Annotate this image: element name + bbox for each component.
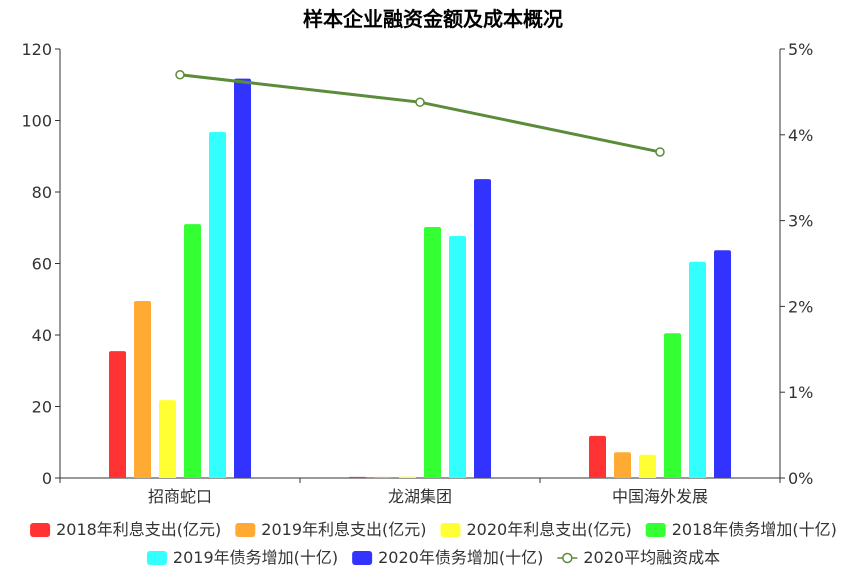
bar [349, 476, 366, 478]
legend-item: 2020平均融资成本 [557, 548, 720, 567]
chart-title: 样本企业融资金额及成本概况 [303, 7, 563, 31]
x-tick-label: 中国海外发展 [612, 487, 708, 506]
bar [664, 333, 681, 478]
legend-item: 2018年债务增加(十亿) [645, 520, 837, 539]
y-tick-label: 40 [32, 326, 52, 345]
bar [424, 227, 441, 478]
legend-swatch [645, 523, 666, 537]
legend-swatch [440, 523, 461, 537]
legend-item: 2018年利息支出(亿元) [30, 520, 221, 539]
bar [714, 250, 731, 478]
y-tick-label: 120 [21, 40, 52, 59]
y2-tick-label: 2% [788, 297, 813, 316]
y2-tick-label: 1% [788, 383, 813, 402]
y-tick-label: 0 [42, 469, 52, 488]
x-tick-label: 龙湖集团 [388, 487, 452, 506]
legend-item: 2019年利息支出(亿元) [235, 520, 427, 539]
y-tick-label: 100 [21, 112, 52, 131]
bar [374, 476, 391, 478]
bar [689, 261, 706, 478]
legend-label: 2018年利息支出(亿元) [56, 520, 221, 539]
y2-tick-label: 3% [788, 212, 813, 231]
bar [399, 476, 416, 478]
bar [184, 224, 201, 478]
y2-tick-label: 0% [788, 469, 813, 488]
y2-tick-label: 4% [788, 126, 813, 145]
y-tick-label: 80 [32, 183, 52, 202]
legend-swatch [30, 523, 51, 537]
bars [109, 78, 731, 479]
bar [474, 179, 491, 478]
bar [614, 452, 631, 478]
cost-line [175, 69, 665, 157]
y2-tick-label: 5% [788, 40, 813, 59]
legend-item: 2020年利息支出(亿元) [440, 520, 632, 539]
bar [449, 235, 466, 478]
bar [639, 454, 656, 478]
legend-label: 2020平均融资成本 [583, 548, 720, 567]
cost-line-point [655, 147, 665, 157]
axes: 0 20 40 60 80 100 120 0% 1% 2% 3% 4% 5% 招商蛇口 龙湖集团 中国海外发… [21, 40, 813, 506]
legend-swatch [352, 551, 373, 565]
cost-line-point [415, 97, 425, 107]
legend-label: 2018年债务增加(十亿) [672, 520, 837, 539]
legend-label: 2020年债务增加(十亿) [378, 548, 543, 567]
x-tick-label: 招商蛇口 [148, 487, 212, 506]
cost-line-path [179, 73, 661, 154]
legend-label: 2019年债务增加(十亿) [173, 548, 338, 567]
cost-line-point [175, 69, 185, 80]
bar [159, 400, 176, 478]
legend-label: 2019年利息支出(亿元) [261, 520, 426, 539]
legend-item: 2019年债务增加(十亿) [146, 548, 338, 567]
bar [134, 301, 151, 478]
bar [209, 131, 226, 478]
legend-marker [562, 552, 573, 564]
y-tick-label: 60 [32, 255, 52, 274]
y-tick-label: 20 [32, 398, 52, 417]
bar [234, 78, 251, 479]
legend-swatch [235, 523, 256, 537]
bar [589, 435, 606, 478]
legend-swatch [146, 551, 167, 565]
legend-item: 2020年债务增加(十亿) [352, 548, 543, 567]
legend: 2018年利息支出(亿元) 2019年利息支出(亿元) 2020年利息支出(亿元) 2… [30, 520, 837, 567]
bar [109, 351, 126, 478]
legend-label: 2020年利息支出(亿元) [467, 520, 632, 539]
